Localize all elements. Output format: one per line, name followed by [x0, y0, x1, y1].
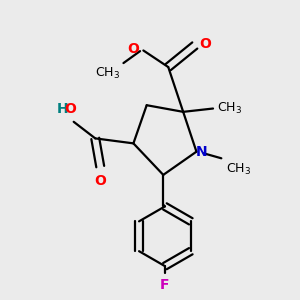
Text: N: N [196, 145, 207, 159]
Text: O: O [128, 42, 140, 56]
Text: H: H [57, 102, 69, 116]
Text: CH$_3$: CH$_3$ [95, 66, 120, 82]
Text: F: F [160, 278, 170, 292]
Text: O: O [94, 174, 106, 188]
Text: O: O [199, 37, 211, 51]
Text: O: O [64, 102, 76, 116]
Text: CH$_3$: CH$_3$ [218, 101, 242, 116]
Text: CH$_3$: CH$_3$ [226, 162, 251, 177]
